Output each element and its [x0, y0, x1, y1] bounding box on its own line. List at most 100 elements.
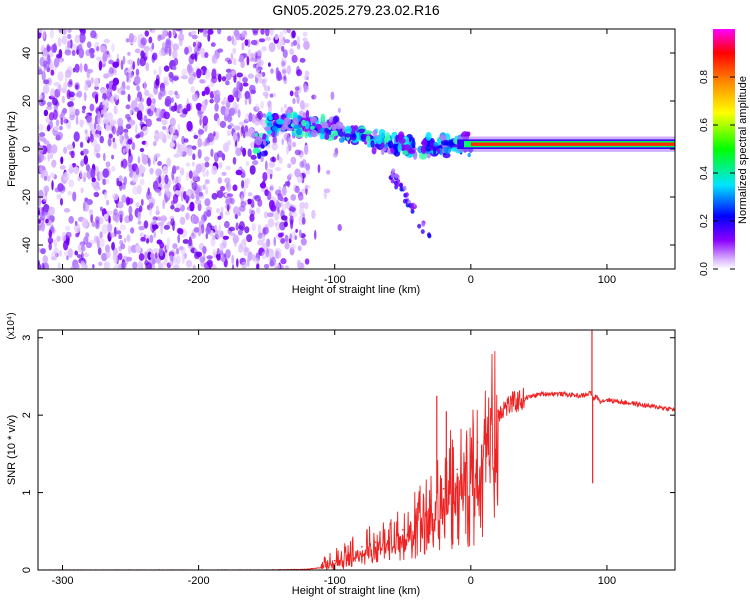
noise-speckle [78, 47, 85, 59]
noise-speckle [128, 213, 133, 222]
trend-blob [364, 130, 373, 135]
noise-speckle [281, 215, 288, 221]
noise-speckle [57, 262, 62, 269]
noise-speckle [102, 52, 108, 62]
noise-speckle [91, 221, 96, 228]
noise-speckle [85, 136, 89, 141]
noise-speckle [144, 141, 149, 148]
noise-speckle [243, 186, 246, 197]
noise-speckle [162, 165, 169, 175]
noise-speckle [244, 179, 249, 189]
trend-blob [324, 133, 330, 140]
noise-speckle [56, 131, 63, 141]
noise-speckle [99, 237, 105, 248]
noise-speckle [53, 239, 58, 249]
noise-speckle [69, 97, 75, 102]
noise-speckle [223, 220, 230, 229]
noise-speckle [41, 44, 45, 52]
noise-speckle [130, 227, 135, 234]
trend-branch-blob [420, 229, 425, 234]
noise-speckle [185, 162, 191, 167]
noise-speckle [113, 105, 118, 115]
noise-speckle [272, 135, 277, 146]
noise-speckle [241, 179, 245, 189]
noise-speckle [221, 171, 227, 176]
trend-blob [293, 124, 301, 129]
noise-speckle [64, 49, 72, 56]
noise-speckle [234, 107, 237, 115]
noise-speckle [43, 109, 49, 117]
noise-speckle [66, 144, 74, 151]
noise-speckle [195, 102, 203, 111]
noise-speckle [257, 198, 263, 207]
noise-speckle [303, 40, 310, 50]
noise-speckle [221, 76, 227, 82]
noise-speckle [117, 117, 124, 127]
noise-speckle [108, 215, 111, 224]
noise-speckle [90, 30, 97, 39]
noise-speckle [213, 131, 216, 137]
noise-speckle [137, 220, 142, 225]
noise-speckle [61, 29, 67, 35]
noise-speckle [154, 108, 162, 118]
trend-blob [253, 147, 261, 154]
noise-speckle [217, 48, 224, 53]
noise-speckle [266, 212, 274, 218]
noise-speckle [135, 68, 140, 77]
noise-speckle [100, 109, 104, 115]
noise-speckle [46, 124, 51, 132]
noise-speckle [122, 182, 126, 190]
noise-speckle [195, 251, 203, 258]
noise-speckle [83, 155, 89, 165]
noise-speckle [290, 156, 297, 165]
noise-speckle [109, 232, 116, 238]
trend-blob [407, 148, 416, 155]
noise-speckle [63, 251, 69, 257]
noise-speckle [287, 142, 292, 152]
noise-speckle [202, 246, 207, 255]
noise-speckle [82, 148, 89, 155]
snr-point [470, 456, 472, 459]
noise-speckle [68, 106, 76, 116]
noise-speckle [169, 260, 174, 266]
noise-speckle [81, 109, 86, 114]
noise-speckle [108, 133, 113, 139]
trend-blob [361, 134, 367, 142]
noise-speckle [220, 230, 224, 238]
noise-speckle [252, 29, 259, 34]
noise-speckle [138, 166, 146, 174]
noise-speckle [128, 32, 135, 43]
noise-speckle [249, 57, 257, 62]
noise-speckle [38, 132, 46, 138]
noise-speckle [169, 255, 173, 261]
noise-speckle [137, 261, 144, 269]
noise-speckle [279, 31, 284, 42]
noise-speckle [73, 131, 80, 142]
noise-speckle [159, 87, 166, 97]
noise-speckle [51, 159, 57, 168]
noise-speckle [162, 125, 167, 131]
noise-speckle [284, 181, 291, 187]
trend-branch-blob [391, 168, 396, 174]
noise-speckle [105, 178, 110, 184]
noise-speckle [101, 223, 109, 235]
trend-blob [370, 140, 375, 148]
noise-speckle [177, 142, 180, 149]
noise-speckle [74, 223, 81, 234]
snr-point [585, 394, 588, 396]
noise-speckle [92, 264, 95, 269]
noise-speckle [279, 195, 284, 202]
noise-speckle [117, 87, 121, 94]
noise-speckle [225, 165, 232, 171]
noise-speckle [140, 198, 144, 207]
noise-speckle [265, 247, 269, 258]
noise-speckle [43, 175, 48, 182]
y-tick-label: 40 [21, 47, 33, 59]
noise-speckle [177, 228, 184, 235]
noise-speckle [42, 84, 50, 95]
x-tick-label: -200 [188, 575, 210, 587]
noise-speckle [200, 259, 205, 268]
noise-speckle [225, 73, 232, 81]
noise-speckle [178, 103, 182, 109]
noise-speckle [179, 216, 186, 225]
